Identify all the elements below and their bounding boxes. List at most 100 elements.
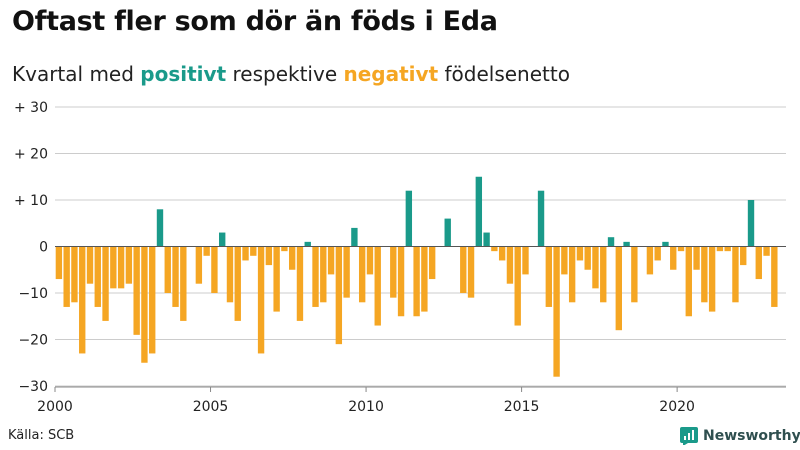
bar-negative <box>149 246 156 354</box>
bar-negative <box>701 246 708 303</box>
bar-negative <box>413 246 420 317</box>
bar-negative <box>460 246 467 293</box>
bar-positive <box>405 190 413 247</box>
y-tick-label: + 30 <box>14 100 48 116</box>
bar-negative <box>498 246 506 261</box>
y-tick-label: 0 <box>39 240 48 256</box>
bar-negative <box>133 246 140 335</box>
bar-negative <box>421 246 428 312</box>
bar-negative <box>343 246 350 298</box>
bar-negative <box>125 246 133 284</box>
bar-negative <box>670 246 677 270</box>
bar-positive <box>351 227 358 247</box>
bar-negative <box>203 246 210 256</box>
bar-negative <box>79 246 86 354</box>
bar-positive <box>156 209 164 247</box>
bar-negative <box>390 246 397 298</box>
bar-negative <box>568 246 576 303</box>
bar-positive <box>607 237 615 247</box>
bar-negative <box>273 246 280 312</box>
x-tick-label: 2000 <box>37 399 73 415</box>
bar-negative <box>428 246 436 280</box>
bar-negative <box>281 246 288 252</box>
y-tick-label: −20 <box>18 333 48 349</box>
y-tick-label: + 10 <box>14 193 48 209</box>
bar-negative <box>553 246 560 377</box>
bar-negative <box>226 246 234 303</box>
bar-positive <box>483 232 490 247</box>
bar-positive <box>662 241 669 247</box>
bar-negative <box>63 246 70 307</box>
bar-negative <box>180 246 187 321</box>
bar-negative <box>312 246 319 307</box>
bar-negative <box>102 246 109 321</box>
bar-negative <box>584 246 591 270</box>
subtitle-prefix: Kvartal med <box>12 62 134 86</box>
bar-negative <box>600 246 607 303</box>
bar-positive <box>475 176 483 247</box>
bar-negative <box>646 246 654 275</box>
bar-negative <box>335 246 343 345</box>
bar-negative <box>514 246 521 326</box>
bar-positive <box>304 241 311 247</box>
bar-negative <box>506 246 514 284</box>
bar-negative <box>296 246 304 321</box>
bar-positive <box>219 232 226 247</box>
bar-negative <box>716 246 724 252</box>
bar-negative <box>677 246 685 252</box>
subtitle-suffix: födelsenetto <box>444 62 570 86</box>
newsworthy-logo-text: Newsworthy <box>703 428 800 444</box>
bar-negative <box>195 246 203 284</box>
bar-negative <box>117 246 125 289</box>
y-tick-label: + 20 <box>14 147 48 163</box>
bar-negative <box>654 246 661 261</box>
bar-negative <box>71 246 78 303</box>
x-tick-label: 2005 <box>193 399 229 415</box>
bar-positive <box>747 200 755 247</box>
bar-negative <box>110 246 117 289</box>
bar-negative <box>592 246 599 289</box>
bar-negative <box>234 246 241 321</box>
bar-negative <box>708 246 716 312</box>
source-label: Källa: SCB <box>8 428 75 443</box>
bar-negative <box>250 246 257 256</box>
bar-negative <box>358 246 366 303</box>
bar-negative <box>172 246 179 307</box>
bar-negative <box>366 246 374 275</box>
chart-title: Oftast fler som dör än föds i Eda <box>12 6 498 37</box>
bar-negative <box>242 246 249 261</box>
bar-negative <box>491 246 498 252</box>
bar-negative <box>55 246 63 280</box>
bar-negative <box>576 246 584 261</box>
bar-negative <box>763 246 770 256</box>
bar-positive <box>623 241 630 247</box>
bar-negative <box>771 246 778 307</box>
bar-negative <box>164 246 171 293</box>
bar-negative <box>755 246 762 280</box>
y-tick-label: −30 <box>18 379 48 395</box>
bar-negative <box>374 246 381 326</box>
bar-negative <box>545 246 553 307</box>
bar-negative <box>561 246 568 275</box>
bar-negative <box>86 246 94 284</box>
bar-negative <box>289 246 296 270</box>
bar-positive <box>444 218 451 247</box>
newsworthy-logo-icon <box>680 427 698 445</box>
bar-negative <box>724 246 731 252</box>
y-tick-label: −10 <box>18 286 48 302</box>
newsworthy-logo: Newsworthy <box>680 427 800 445</box>
bar-negative <box>397 246 405 317</box>
bar-negative <box>631 246 638 303</box>
bar-negative <box>211 246 218 293</box>
bar-negative <box>467 246 475 298</box>
bar-negative <box>685 246 692 317</box>
bar-negative <box>265 246 273 266</box>
bar-negative <box>257 246 265 354</box>
x-tick-label: 2010 <box>348 399 384 415</box>
bar-negative <box>94 246 101 307</box>
bar-negative <box>693 246 700 270</box>
bar-negative <box>327 246 335 275</box>
subtitle-negative-word: negativt <box>343 62 439 86</box>
bar-negative <box>141 246 148 363</box>
